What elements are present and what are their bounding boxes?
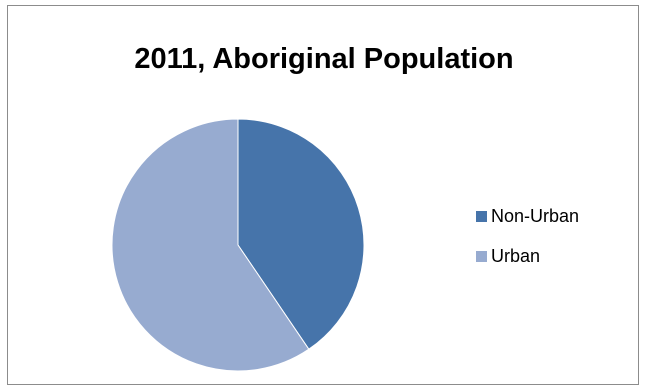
pie-slice-non-urban bbox=[237, 118, 365, 350]
chart-title: 2011, Aboriginal Population bbox=[134, 43, 514, 75]
legend-swatch-urban bbox=[476, 250, 487, 262]
pie-slice-urban bbox=[111, 118, 310, 372]
legend-label-urban: Urban bbox=[491, 245, 541, 266]
legend-item-non-urban: Non-Urban bbox=[476, 205, 579, 227]
legend-item-urban: Urban bbox=[476, 245, 579, 267]
legend-label-non-urban: Non-Urban bbox=[491, 205, 580, 226]
legend-swatch-non-urban bbox=[476, 210, 487, 222]
legend: Non-Urban Urban bbox=[476, 205, 579, 285]
